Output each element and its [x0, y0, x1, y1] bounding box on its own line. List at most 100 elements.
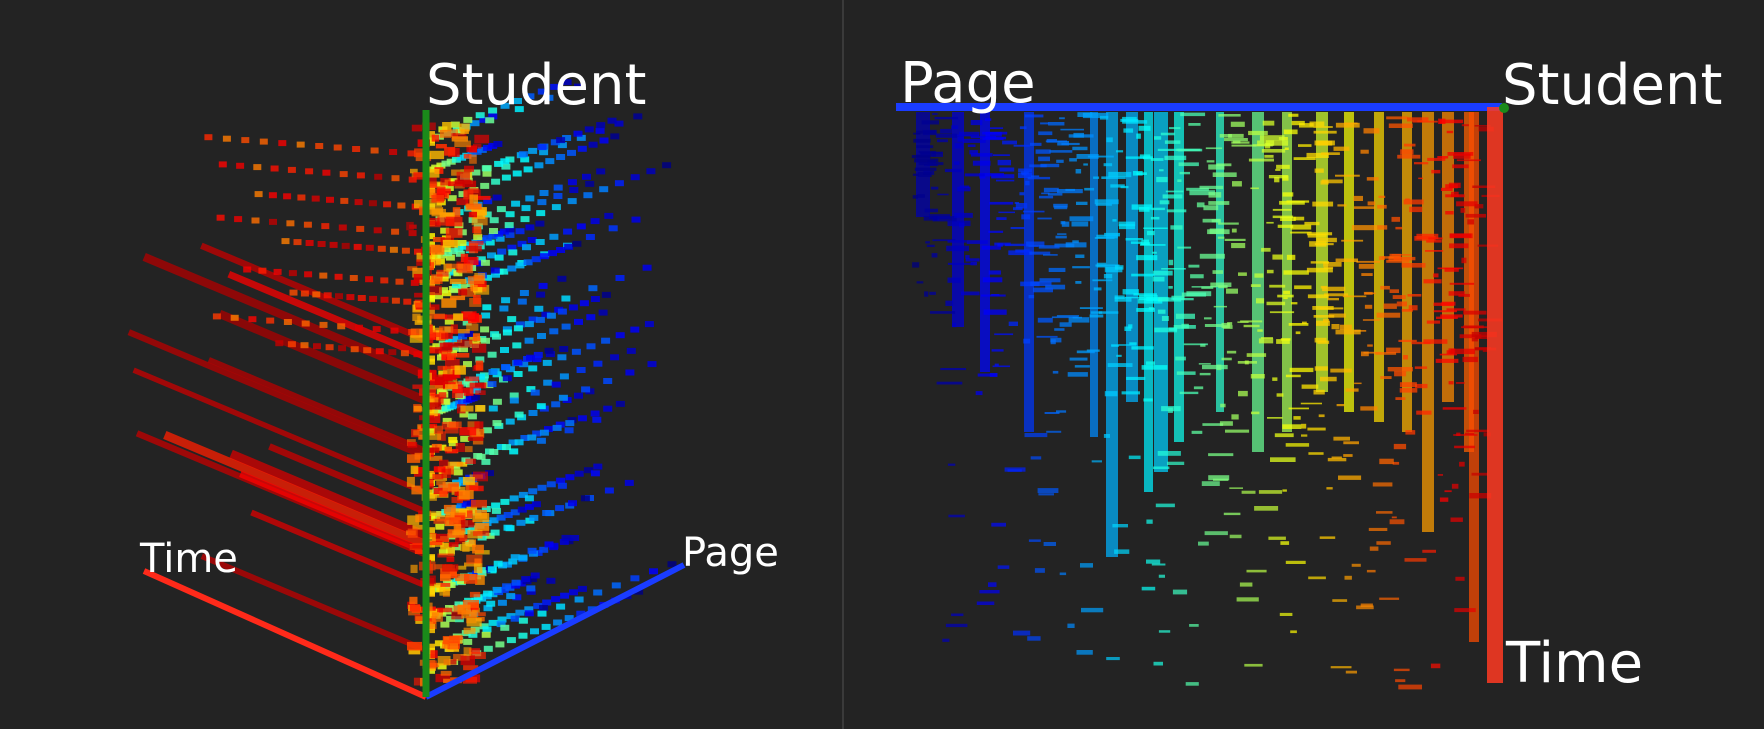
time-event-tick: [1446, 130, 1454, 134]
time-event-tick: [1465, 213, 1487, 218]
student-cluster-cell: [423, 447, 440, 453]
time-event-tick: [1073, 132, 1084, 138]
page-streak-cell: [503, 512, 513, 518]
time-event-tick: [1415, 383, 1428, 389]
time-event-tick: [1092, 279, 1113, 282]
page-streak-cell: [524, 321, 534, 328]
student-cluster-cell: [434, 564, 446, 570]
time-event-tick: [931, 253, 938, 258]
page-streak-cell: [541, 623, 551, 630]
left-track-cell: [204, 134, 213, 141]
time-event-tick: [1343, 454, 1353, 457]
student-cluster-cell: [454, 365, 466, 375]
page-streak-cell: [539, 149, 549, 156]
time-event-tick: [1451, 191, 1459, 197]
page-streak-cell: [446, 615, 456, 622]
page-streak-cell: [603, 405, 613, 412]
time-event-tick: [1075, 169, 1082, 174]
time-event-tick: [1339, 324, 1353, 330]
page-streak-cell: [499, 268, 509, 275]
time-event-tick: [954, 161, 960, 165]
page-column-bar: [1154, 112, 1168, 472]
student-cluster-cell: [468, 539, 476, 547]
time-event-tick: [1378, 256, 1385, 260]
late-event-tick: [1254, 506, 1279, 511]
time-event-tick: [1013, 207, 1023, 211]
student-cluster-cell: [407, 528, 418, 538]
page-streak-cell: [582, 173, 591, 180]
page-streak-cell: [444, 185, 454, 191]
time-event-tick: [1354, 382, 1362, 385]
left-3d-view-panel[interactable]: Student Time Page: [0, 0, 842, 729]
right-2d-plot[interactable]: Page Student Time: [844, 0, 1764, 729]
page-streak-cell: [476, 256, 486, 263]
student-cluster-cell: [440, 542, 450, 550]
student-cluster-cell: [426, 188, 437, 198]
late-event-tick: [1172, 589, 1188, 595]
time-event-tick: [1075, 281, 1082, 284]
student-cluster-cell: [436, 480, 446, 486]
time-event-tick: [994, 333, 1014, 336]
time-event-tick: [1307, 233, 1327, 238]
time-event-tick: [1314, 243, 1334, 246]
time-event-tick: [1143, 227, 1168, 229]
student-cluster-cell: [452, 530, 466, 536]
page-streak-cell: [517, 298, 527, 305]
time-event-tick: [1076, 350, 1095, 354]
page-streak-cell: [630, 575, 640, 582]
time-event-tick: [1031, 175, 1040, 178]
time-event-tick: [1313, 130, 1337, 134]
page-streak-cell: [581, 386, 591, 393]
time-event-tick: [1040, 163, 1060, 168]
page-streak-cell: [505, 226, 515, 233]
time-event-tick: [1293, 416, 1301, 420]
student-cluster-cell: [439, 129, 451, 138]
student-cluster-cell: [457, 604, 471, 615]
page-streak-cell: [508, 558, 518, 565]
student-cluster-cell: [468, 211, 477, 218]
time-event-tick: [1323, 266, 1334, 269]
time-event-tick: [1018, 172, 1032, 178]
right-2d-view-panel[interactable]: Page Student Time: [844, 0, 1764, 729]
time-event-tick: [1008, 250, 1033, 256]
left-track-cell: [296, 141, 305, 148]
page-streak-cell: [574, 83, 583, 90]
left-3d-plot[interactable]: Student Time Page: [0, 0, 842, 729]
time-event-tick: [1398, 339, 1417, 342]
page-streak-cell: [455, 128, 465, 135]
page-streak-cell: [590, 296, 600, 302]
page-streak-cell: [518, 554, 528, 561]
time-event-tick: [1283, 270, 1309, 275]
student-cluster-cell: [428, 540, 443, 546]
late-event-tick: [945, 623, 968, 628]
left-track-cell: [270, 165, 279, 172]
page-streak-cell: [562, 79, 572, 86]
time-event-tick: [1175, 313, 1195, 319]
time-event-tick: [1436, 316, 1458, 319]
time-event-tick: [1210, 282, 1232, 287]
page-streak-cell: [519, 290, 529, 296]
page-streak-cell: [565, 420, 575, 427]
page-streak-cell: [513, 371, 523, 377]
left-track-cell: [304, 271, 313, 278]
student-cluster-cell: [466, 618, 482, 627]
time-event-tick: [954, 143, 963, 149]
time-event-tick: [1250, 374, 1265, 379]
left-track-cell: [234, 216, 243, 223]
left-track-cell: [391, 297, 400, 304]
page-streak-cell: [539, 429, 549, 436]
page-streak-cell: [479, 116, 489, 123]
page-streak-cell: [497, 248, 507, 255]
page-streak-cell: [426, 139, 435, 146]
late-event-tick: [1395, 679, 1406, 683]
time-event-tick: [1030, 142, 1042, 146]
page-streak-cell: [501, 174, 511, 181]
student-cluster-cell: [458, 288, 468, 296]
page-streak-cell: [545, 351, 555, 358]
time-event-tick: [1319, 536, 1336, 539]
time-event-tick: [912, 173, 919, 176]
page-streak-cell: [642, 264, 652, 271]
time-event-tick: [992, 365, 1010, 368]
late-event-tick: [1128, 455, 1141, 460]
student-cluster-cell: [473, 225, 482, 236]
